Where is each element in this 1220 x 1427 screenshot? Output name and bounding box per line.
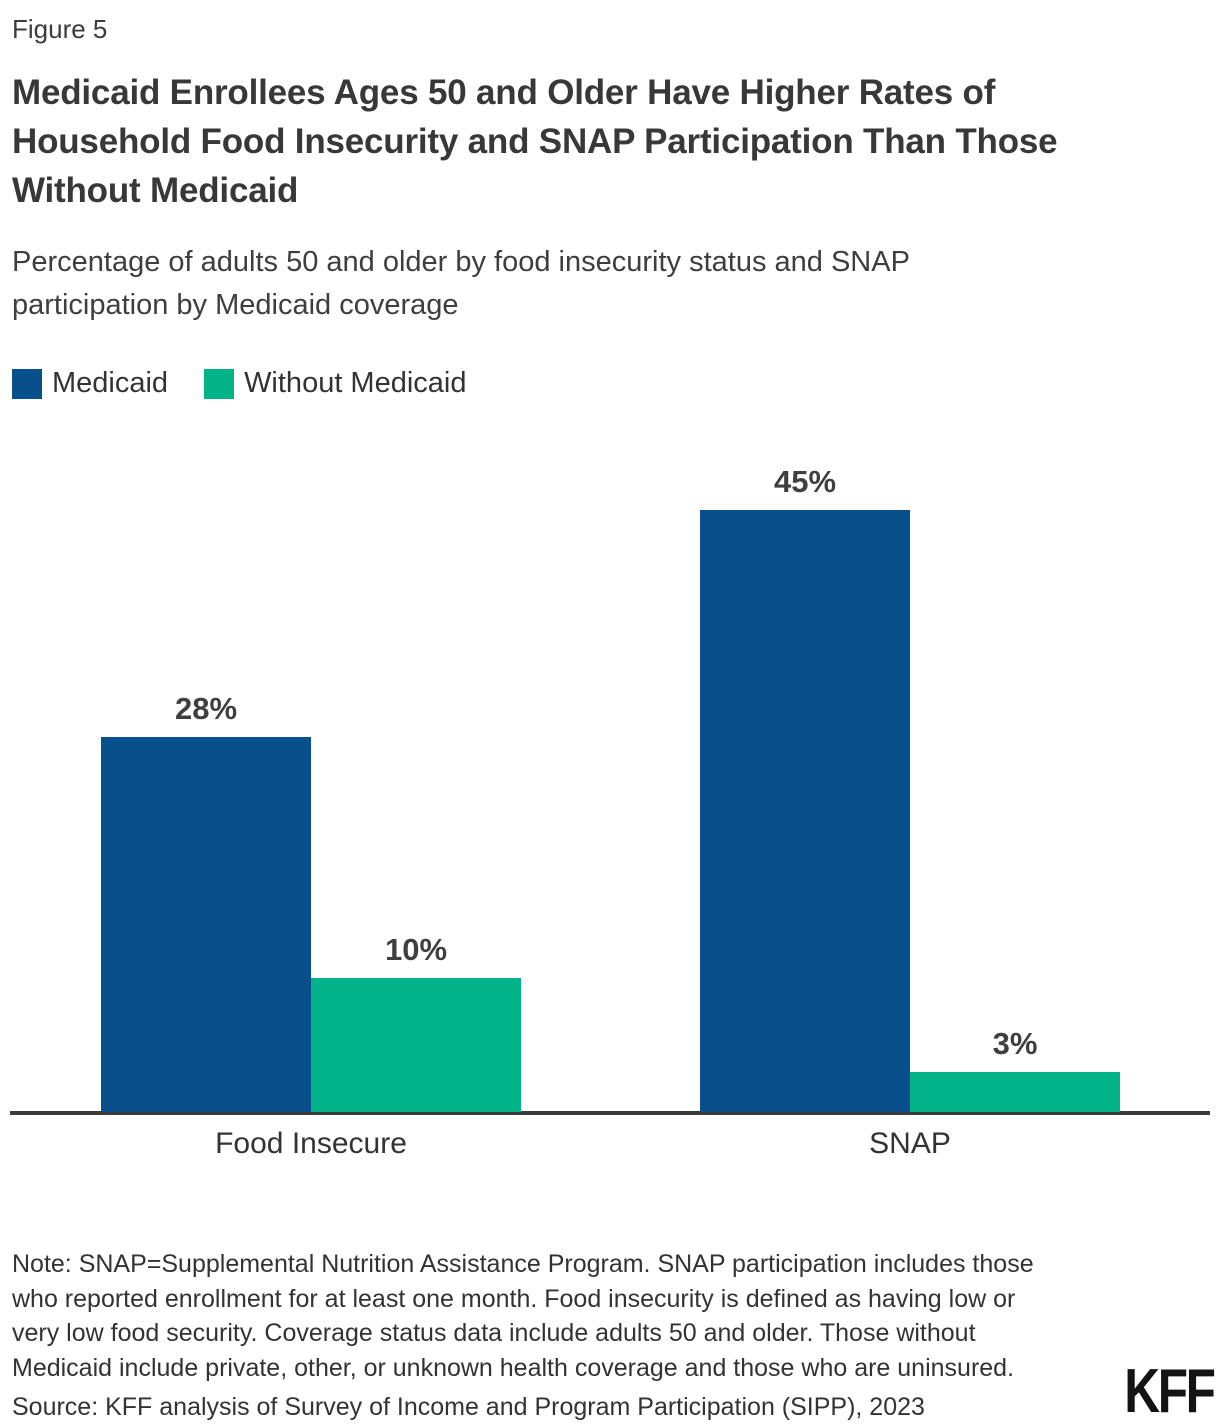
chart-note: Note: SNAP=Supplemental Nutrition Assist…	[12, 1247, 1208, 1385]
chart-legend: Medicaid Without Medicaid	[12, 367, 1208, 400]
x-axis-category-labels: Food Insecure SNAP	[12, 1115, 1208, 1171]
bar-value-label-without-medicaid-snap: 3%	[992, 1025, 1038, 1061]
figure-number: Figure 5	[12, 14, 108, 44]
bar-value-label-medicaid-food-insecure: 28%	[174, 691, 238, 727]
bar-chart-plot-area: 28% 10% 45% 3%	[10, 430, 1210, 1115]
chart-title: Medicaid Enrollees Ages 50 and Older Hav…	[12, 73, 1058, 210]
category-label-snap: SNAP	[869, 1127, 951, 1160]
kff-logo: KFF	[1124, 1357, 1217, 1426]
legend-swatch-without-medicaid	[204, 368, 235, 399]
bar-medicaid-food-insecure	[101, 737, 311, 1112]
chart-subtitle: Percentage of adults 50 and older by foo…	[12, 246, 910, 321]
note-line: Medicaid include private, other, or unkn…	[12, 1353, 1015, 1382]
legend-swatch-medicaid	[12, 368, 42, 399]
bar-without-medicaid-food-insecure	[311, 978, 521, 1112]
x-axis-line	[10, 1111, 1210, 1115]
bar-value-label-medicaid-snap: 45%	[773, 463, 837, 499]
bar-value-label-without-medicaid-food-insecure: 10%	[384, 932, 448, 968]
legend-label-medicaid: Medicaid	[52, 367, 169, 399]
bar-without-medicaid-snap	[910, 1071, 1120, 1112]
category-label-food-insecure: Food Insecure	[215, 1127, 407, 1160]
bar-medicaid-snap	[700, 509, 910, 1112]
legend-label-without-medicaid: Without Medicaid	[244, 367, 467, 399]
note-line: Note: SNAP=Supplemental Nutrition Assist…	[12, 1250, 1034, 1278]
note-line: very low food security. Coverage status …	[12, 1319, 976, 1347]
note-line: who reported enrollment for at least one…	[12, 1284, 1016, 1313]
source-line: Source: KFF analysis of Survey of Income…	[12, 1393, 925, 1421]
legend-item-without-medicaid: Without Medicaid	[204, 367, 467, 400]
legend-item-medicaid: Medicaid	[12, 367, 168, 400]
